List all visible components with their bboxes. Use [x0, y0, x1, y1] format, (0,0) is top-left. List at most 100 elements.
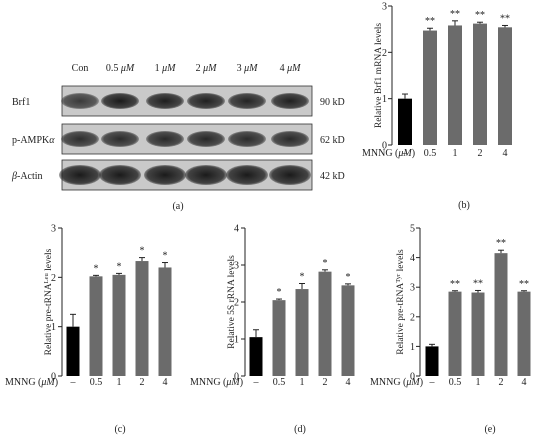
- blot-lane-label: Con: [72, 63, 89, 74]
- blot-band: [61, 93, 99, 109]
- significance-mark: *: [300, 272, 305, 283]
- x-tick-label: 1: [300, 377, 305, 388]
- blot-band: [146, 131, 184, 147]
- bar: [341, 285, 355, 376]
- blot-band: [101, 93, 139, 109]
- significance-mark: *: [163, 251, 168, 262]
- y-tick-label: 0: [51, 372, 56, 383]
- blot-band: [59, 165, 101, 185]
- blot-row-label: p-AMPKα: [12, 135, 55, 146]
- blot-lane-label: 2 μM: [196, 63, 218, 74]
- x-axis-label: MNNG (μM): [5, 377, 58, 388]
- x-tick-label: –: [253, 377, 260, 388]
- x-tick-label: 4: [503, 148, 508, 159]
- x-tick-label: 0.5: [424, 148, 437, 159]
- significance-mark: **: [450, 9, 460, 20]
- y-tick-label: 2: [234, 298, 239, 309]
- y-tick-label: 1: [234, 335, 239, 346]
- blot-band: [271, 93, 309, 109]
- y-axis-label: Relative 5S rRNA levels: [227, 255, 237, 349]
- blot-band: [269, 165, 311, 185]
- y-tick-label: 4: [410, 253, 415, 264]
- blot-band: [228, 131, 266, 147]
- significance-mark: **: [450, 279, 460, 290]
- significance-mark: **: [425, 16, 435, 27]
- bar: [448, 25, 462, 145]
- x-tick-label: 1: [117, 377, 122, 388]
- blot-band: [187, 93, 225, 109]
- bar: [89, 276, 103, 376]
- y-tick-label: 0: [382, 141, 387, 152]
- x-tick-label: 2: [499, 377, 504, 388]
- bar-chart-d: 0 1 2 3 4 Relative 5S rRNA levels – * 0.5 * 1 * 2 * 4 M…: [190, 224, 355, 435]
- bar-chart-c: 0 1 2 3 Relative pre-tRNALeu levels – * 0.5 * 1 * 2…: [5, 224, 172, 435]
- x-tick-label: 4: [522, 377, 527, 388]
- significance-mark: **: [473, 278, 483, 289]
- bar: [66, 326, 80, 376]
- panel-caption: (d): [294, 424, 306, 435]
- x-tick-label: 2: [323, 377, 328, 388]
- blot-band: [101, 131, 139, 147]
- significance-mark: *: [140, 246, 145, 257]
- y-tick-label: 3: [51, 224, 56, 235]
- panel-caption: (a): [172, 201, 183, 212]
- bar: [158, 267, 172, 376]
- panel-caption: (b): [458, 200, 470, 211]
- bar: [135, 261, 149, 376]
- significance-mark: **: [500, 13, 510, 24]
- bar: [398, 98, 412, 145]
- y-tick-label: 3: [234, 261, 239, 272]
- x-tick-label: 0.5: [90, 377, 103, 388]
- y-tick-label: 1: [51, 322, 56, 333]
- blot-lane-label: 3 μM: [237, 63, 259, 74]
- x-axis-label: MNNG (μM): [190, 377, 243, 388]
- blot-band: [144, 165, 186, 185]
- x-tick-label: –: [402, 148, 409, 159]
- bar: [494, 253, 508, 376]
- blot-band: [187, 131, 225, 147]
- blot-lane-label: 0.5 μM: [106, 63, 135, 74]
- bar: [498, 27, 512, 146]
- y-axis-label: Relative pre-tRNALeu levels: [43, 248, 55, 355]
- bar: [425, 346, 439, 376]
- bar: [249, 337, 263, 376]
- significance-mark: *: [346, 272, 351, 283]
- blot-row-label: Brf1: [12, 97, 30, 108]
- blot-band: [228, 93, 266, 109]
- x-tick-label: –: [70, 377, 77, 388]
- x-tick-label: 2: [478, 148, 483, 159]
- significance-mark: **: [496, 238, 506, 249]
- y-tick-label: 2: [51, 273, 56, 284]
- panel-caption: (e): [484, 424, 495, 435]
- bar: [295, 289, 309, 376]
- blot-band: [226, 165, 268, 185]
- significance-mark: *: [94, 263, 99, 274]
- y-tick-label: 3: [382, 2, 387, 13]
- y-tick-label: 4: [234, 224, 239, 235]
- y-tick-label: 3: [410, 283, 415, 294]
- y-tick-label: 1: [382, 94, 387, 105]
- y-axis-label: Relative pre-tRNATyr levels: [395, 249, 407, 355]
- significance-mark: *: [277, 287, 282, 298]
- x-axis-label: MNNG (μM): [370, 377, 423, 388]
- blot-band: [146, 93, 184, 109]
- y-tick-label: 1: [410, 342, 415, 353]
- x-tick-label: –: [429, 377, 436, 388]
- western-blot-panel: Con 0.5 μM 1 μM 2 μM 3 μM 4 μM Brf1 90 kD p-AMPK…: [11, 63, 345, 212]
- blot-band: [99, 165, 141, 185]
- bar: [318, 271, 332, 376]
- blot-row-label: β-Actin: [11, 171, 43, 182]
- blot-band: [271, 131, 309, 147]
- y-tick-label: 0: [410, 372, 415, 383]
- y-tick-label: 2: [382, 48, 387, 59]
- x-tick-label: 1: [476, 377, 481, 388]
- significance-mark: **: [475, 10, 485, 21]
- bar-chart-e: 0 1 2 3 4 5 Relative pre-tRNATyr levels – ** 0.5 *…: [370, 224, 531, 435]
- x-tick-label: 0.5: [273, 377, 286, 388]
- blot-lane-label: 4 μM: [280, 63, 302, 74]
- blot-lane-label: 1 μM: [155, 63, 177, 74]
- x-tick-label: 2: [140, 377, 145, 388]
- bar-chart-b: 0 1 2 3 Relative Brf1 mRNA levels – ** 0.5 ** 1 **…: [362, 2, 512, 211]
- y-tick-label: 0: [234, 372, 239, 383]
